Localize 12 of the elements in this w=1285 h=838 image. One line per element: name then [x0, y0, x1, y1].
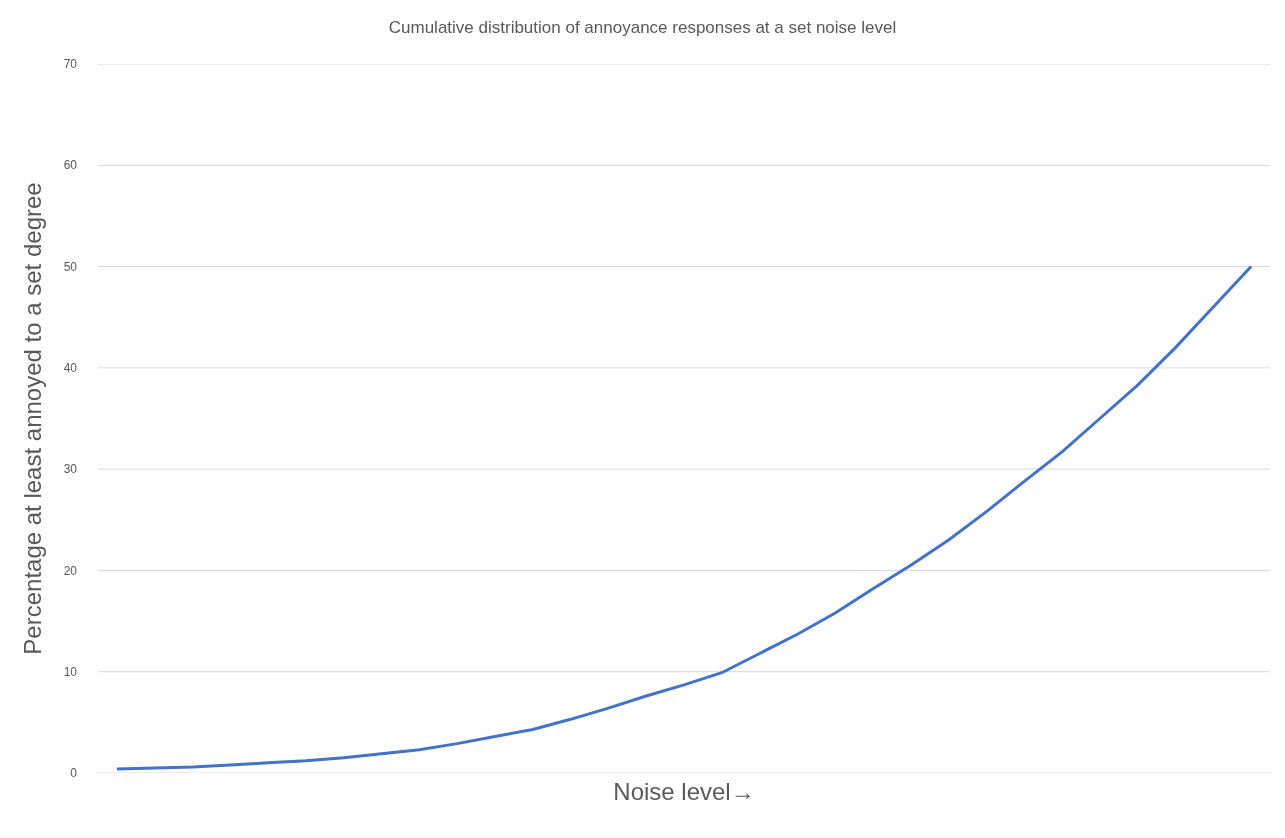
y-tick-label: 60	[63, 158, 78, 173]
chart-title: Cumulative distribution of annoyance responses at a set noise level	[388, 17, 897, 37]
y-tick-label: 40	[63, 361, 78, 376]
y-tick-label: 30	[63, 462, 78, 477]
y-tick-label: 10	[63, 664, 78, 679]
y-tick-label: 50	[63, 259, 78, 274]
line-series	[115, 265, 1253, 771]
y-axis-title: Percentage at least annoyed to a set degree	[18, 182, 46, 655]
y-tick-label: 20	[63, 563, 78, 578]
x-axis-title: Noise level→	[613, 778, 755, 806]
y-tick-label: 0	[70, 766, 78, 781]
y-tick-label: 70	[63, 57, 78, 72]
